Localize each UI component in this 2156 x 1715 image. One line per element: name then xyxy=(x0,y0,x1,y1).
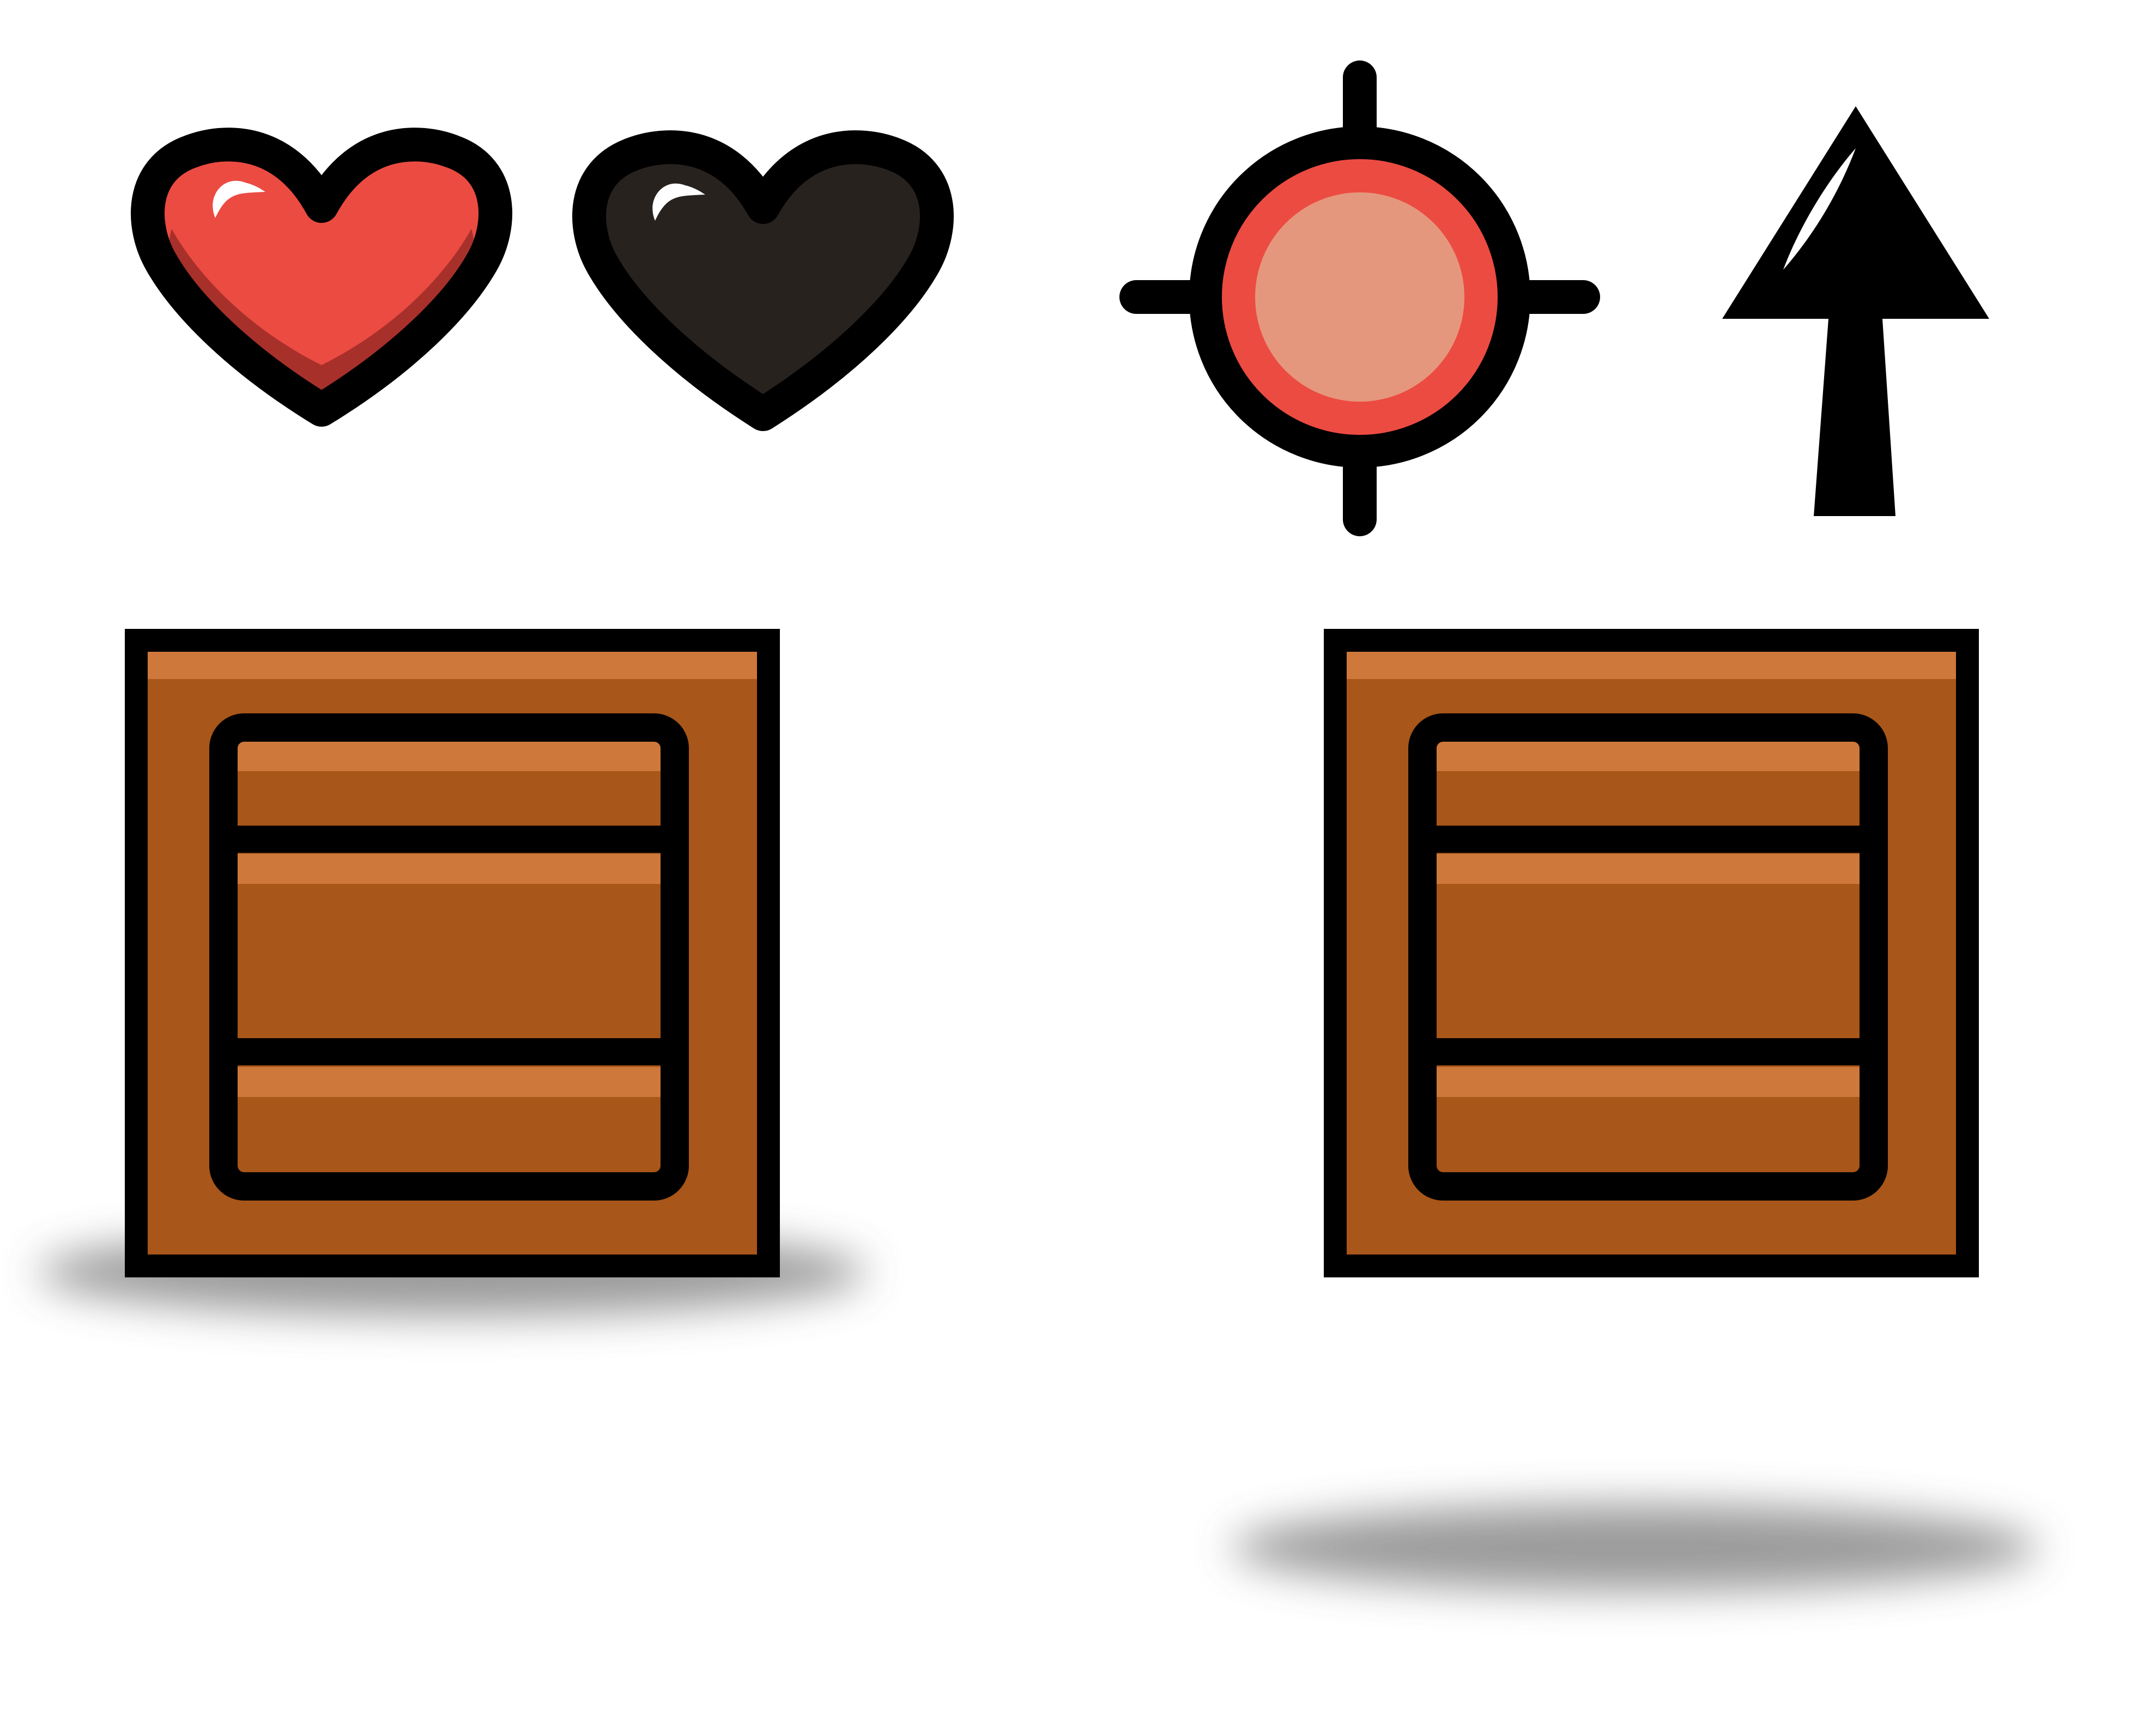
crate-grounded xyxy=(125,629,780,1277)
heart-full-icon xyxy=(131,128,512,427)
crate-panel xyxy=(1408,713,1888,1201)
heart-empty-icon xyxy=(572,130,954,431)
crosshair-target-icon xyxy=(1119,60,1600,536)
crate-panel xyxy=(209,713,689,1201)
crate-shadow-airborne xyxy=(1232,1504,2038,1591)
arrow-up-icon xyxy=(1722,106,1989,516)
crate-airborne xyxy=(1324,629,1979,1277)
